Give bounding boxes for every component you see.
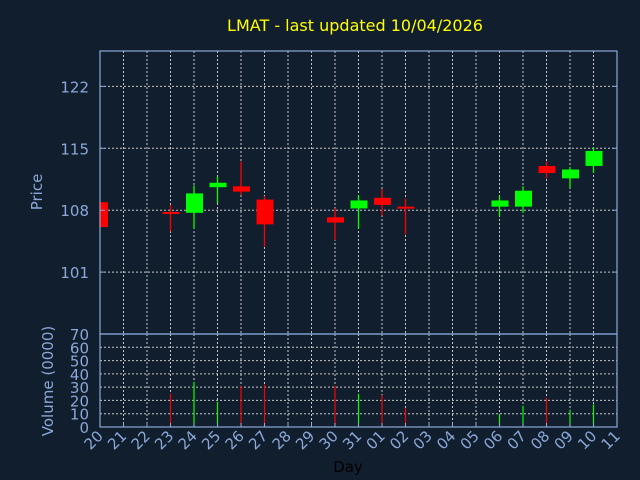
- candle-body-30: [327, 217, 344, 223]
- x-tick-label: 06: [480, 427, 506, 453]
- x-tick-label: 11: [598, 427, 624, 453]
- x-tick-label: 03: [410, 427, 436, 453]
- x-tick-label: 05: [457, 427, 483, 453]
- x-tick-label: 25: [198, 427, 224, 453]
- chart-title: LMAT - last updated 10/04/2026: [227, 16, 483, 35]
- x-axis-label: Day: [333, 458, 363, 476]
- price-tick-label: 101: [60, 264, 89, 282]
- volume-axis-label: Volume (0000): [39, 326, 57, 436]
- volume-tick-label: 30: [70, 379, 89, 397]
- candle-body-23: [162, 211, 180, 214]
- x-tick-label: 27: [245, 427, 271, 453]
- volume-tick-label: 70: [70, 326, 89, 344]
- volume-tick-label: 60: [70, 339, 89, 357]
- volume-tick-label: 0: [79, 419, 89, 437]
- candle-body-31: [350, 200, 368, 209]
- volume-tick-label: 20: [70, 392, 89, 410]
- x-tick-label: 08: [527, 427, 553, 453]
- candle-body-01: [374, 197, 391, 205]
- price-tick-label: 122: [60, 78, 89, 96]
- candle-body-10: [585, 150, 603, 166]
- candle-body-08: [538, 165, 556, 174]
- candle-body-06: [491, 200, 509, 207]
- x-tick-label: 04: [433, 427, 459, 453]
- x-tick-label: 31: [339, 427, 365, 453]
- volume-tick-label: 10: [70, 406, 89, 424]
- x-tick-label: 21: [104, 427, 130, 453]
- x-tick-label: 30: [316, 427, 342, 453]
- x-tick-label: 29: [292, 427, 318, 453]
- candle-body-07: [515, 190, 532, 207]
- volume-tick-label: 40: [70, 366, 89, 384]
- volume-tick-label: 50: [70, 353, 89, 371]
- x-tick-label: 10: [574, 427, 600, 453]
- candle-body-27: [256, 199, 274, 225]
- price-axis-label: Price: [28, 174, 46, 211]
- x-tick-label: 26: [222, 427, 248, 453]
- x-tick-label: 22: [128, 427, 154, 453]
- x-tick-label: 09: [551, 427, 577, 453]
- price-tick-label: 115: [60, 140, 89, 158]
- candle-body-26: [233, 186, 250, 192]
- x-tick-label: 07: [504, 427, 530, 453]
- candle-body-02: [397, 206, 415, 209]
- candle-body-09: [562, 169, 579, 179]
- candle-body-25: [209, 182, 227, 188]
- price-tick-label: 108: [60, 202, 89, 220]
- volume-panel-frame: [99, 333, 618, 428]
- x-tick-label: 02: [386, 427, 412, 453]
- x-tick-label: 24: [175, 427, 201, 453]
- x-tick-label: 01: [363, 427, 389, 453]
- x-tick-label: 28: [269, 427, 295, 453]
- candle-body-24: [186, 193, 203, 213]
- x-tick-label: 23: [151, 427, 177, 453]
- candle-body-20: [100, 202, 108, 227]
